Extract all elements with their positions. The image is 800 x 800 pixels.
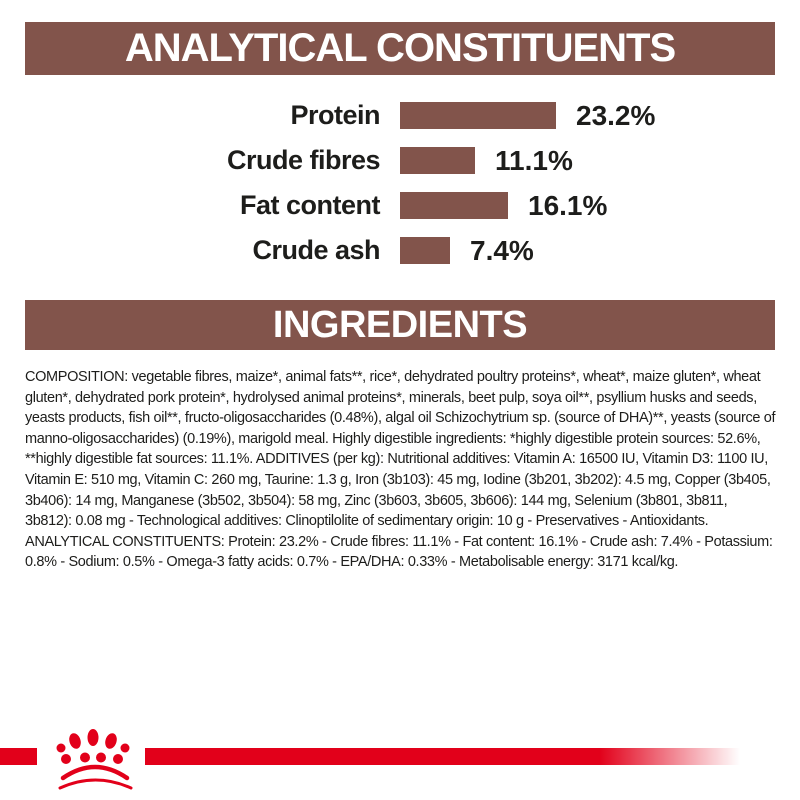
chart-category-label: Crude ash [252,235,380,265]
chart-value-label: 11.1% [495,144,573,176]
footer-red-bar [0,748,740,765]
analytical-constituents-header: ANALYTICAL CONSTITUENTS [25,22,775,75]
chart-bar [400,102,556,129]
chart-bar [400,237,450,264]
royal-canin-crown-paw-icon [56,729,133,790]
composition-text: COMPOSITION: vegetable fibres, maize*, a… [25,369,776,571]
chart-value-label: 7.4% [470,234,534,266]
chart-bar [400,192,508,219]
chart-value-label: 23.2% [576,99,656,131]
ingredients-title: INGREDIENTS [272,303,528,346]
analytical-chart: Protein 23.2% Crude fibres 11.1% Fat content… [0,93,800,273]
chart-row: Protein 23.2% [0,93,800,138]
chart-value-label: 16.1% [528,189,608,221]
ingredients-header: INGREDIENTS [25,300,775,350]
chart-category-label: Fat content [240,190,381,220]
chart-bar [400,147,475,174]
chart-row: Crude ash 7.4% [0,228,800,273]
chart-category-label: Protein [290,100,380,130]
chart-category-label: Crude fibres [226,145,381,175]
chart-row: Crude fibres 11.1% [0,138,800,183]
chart-row: Fat content 16.1% [0,183,800,228]
analytical-constituents-title: ANALYTICAL CONSTITUENTS [124,26,676,70]
